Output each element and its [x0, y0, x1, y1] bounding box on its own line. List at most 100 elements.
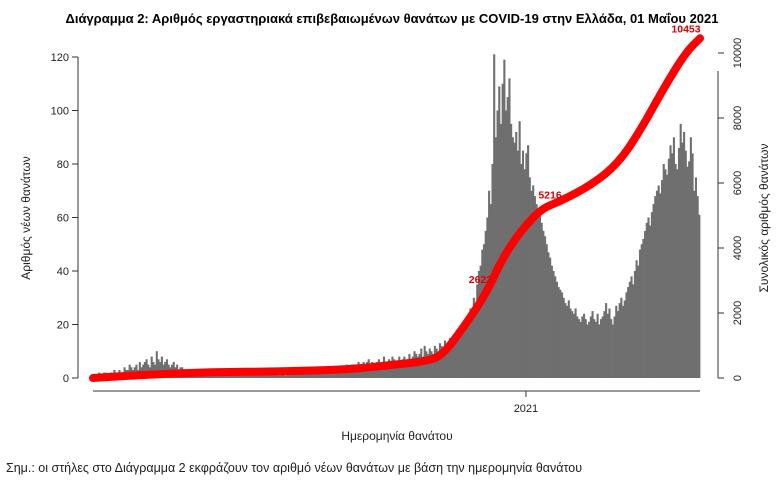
left-y-axis: 0 20 40 60 80 100 120	[51, 52, 79, 385]
bar	[150, 356, 153, 378]
bar	[454, 335, 457, 378]
bar	[516, 150, 519, 378]
bar	[574, 308, 577, 378]
bar	[528, 177, 531, 379]
bar	[640, 244, 643, 378]
bar	[559, 289, 562, 378]
bar	[369, 364, 372, 379]
bar	[399, 364, 402, 379]
bar	[644, 230, 647, 379]
bar	[374, 367, 377, 378]
bar	[333, 369, 336, 378]
bar	[291, 372, 294, 378]
bar	[616, 311, 620, 379]
bar	[598, 324, 601, 378]
bar	[545, 244, 548, 378]
bar	[523, 169, 526, 378]
bar	[625, 292, 628, 378]
bar	[445, 345, 448, 378]
y-tick-label: 0	[63, 373, 69, 385]
bar	[577, 319, 581, 378]
bar	[688, 161, 691, 378]
bar	[384, 364, 387, 379]
y2-tick-label: 4000	[732, 236, 744, 260]
bar	[630, 276, 633, 378]
bar	[579, 321, 582, 378]
bar	[299, 372, 302, 378]
bar	[479, 265, 482, 378]
bar	[635, 260, 638, 378]
bar	[464, 319, 467, 378]
bar	[404, 361, 408, 378]
bar	[294, 372, 297, 378]
bar	[287, 372, 291, 378]
bar	[262, 375, 265, 378]
cumulative-labels: 2622 5216 10453	[469, 23, 701, 286]
bar	[427, 353, 430, 378]
bar	[316, 372, 319, 378]
bar	[659, 193, 662, 378]
bar	[410, 361, 413, 378]
bar	[165, 359, 169, 378]
bar	[452, 343, 455, 378]
bar	[484, 230, 487, 379]
bar	[457, 337, 460, 379]
bar	[472, 297, 475, 378]
bar	[303, 372, 306, 378]
bar	[494, 137, 497, 378]
bar	[406, 359, 409, 378]
bar	[664, 169, 667, 378]
bar	[242, 375, 245, 378]
bar	[425, 351, 428, 378]
bar	[537, 217, 540, 378]
bar	[143, 361, 146, 378]
bar	[505, 110, 508, 378]
bar	[257, 375, 260, 378]
bar	[583, 313, 586, 378]
bar	[581, 316, 584, 378]
bar	[238, 375, 241, 378]
bar	[569, 308, 572, 378]
bar	[328, 369, 331, 378]
bar	[671, 153, 674, 378]
bar	[430, 351, 433, 378]
bar	[601, 316, 604, 378]
bar	[694, 177, 698, 379]
bar	[645, 222, 648, 378]
cumulative-line	[89, 34, 704, 382]
bar	[540, 222, 543, 378]
bar	[435, 348, 438, 378]
bar	[672, 137, 675, 378]
bar	[605, 303, 608, 378]
bar	[157, 359, 160, 378]
y-tick-label: 120	[51, 52, 69, 64]
y-tick-label: 100	[51, 106, 69, 118]
bar	[633, 271, 636, 378]
bar	[332, 369, 335, 378]
bar	[259, 375, 262, 378]
bar	[521, 150, 525, 378]
bar	[284, 375, 287, 378]
y-tick-label: 40	[57, 266, 69, 278]
bar	[338, 369, 341, 378]
bar	[566, 305, 569, 378]
bar	[547, 252, 550, 378]
bar	[296, 372, 299, 378]
bar	[223, 375, 226, 378]
bar	[401, 359, 404, 378]
bar	[221, 375, 224, 378]
bar	[235, 375, 238, 378]
bar	[613, 316, 616, 378]
bar	[286, 372, 289, 378]
y-tick-label: 20	[57, 320, 69, 332]
bar	[474, 303, 477, 378]
y2-tick-label: 8000	[732, 106, 744, 130]
bar	[594, 321, 597, 378]
bar	[477, 271, 480, 378]
bar	[661, 180, 664, 378]
bar	[610, 319, 613, 378]
bar	[549, 257, 552, 378]
bar	[647, 217, 650, 378]
bar	[520, 164, 523, 378]
